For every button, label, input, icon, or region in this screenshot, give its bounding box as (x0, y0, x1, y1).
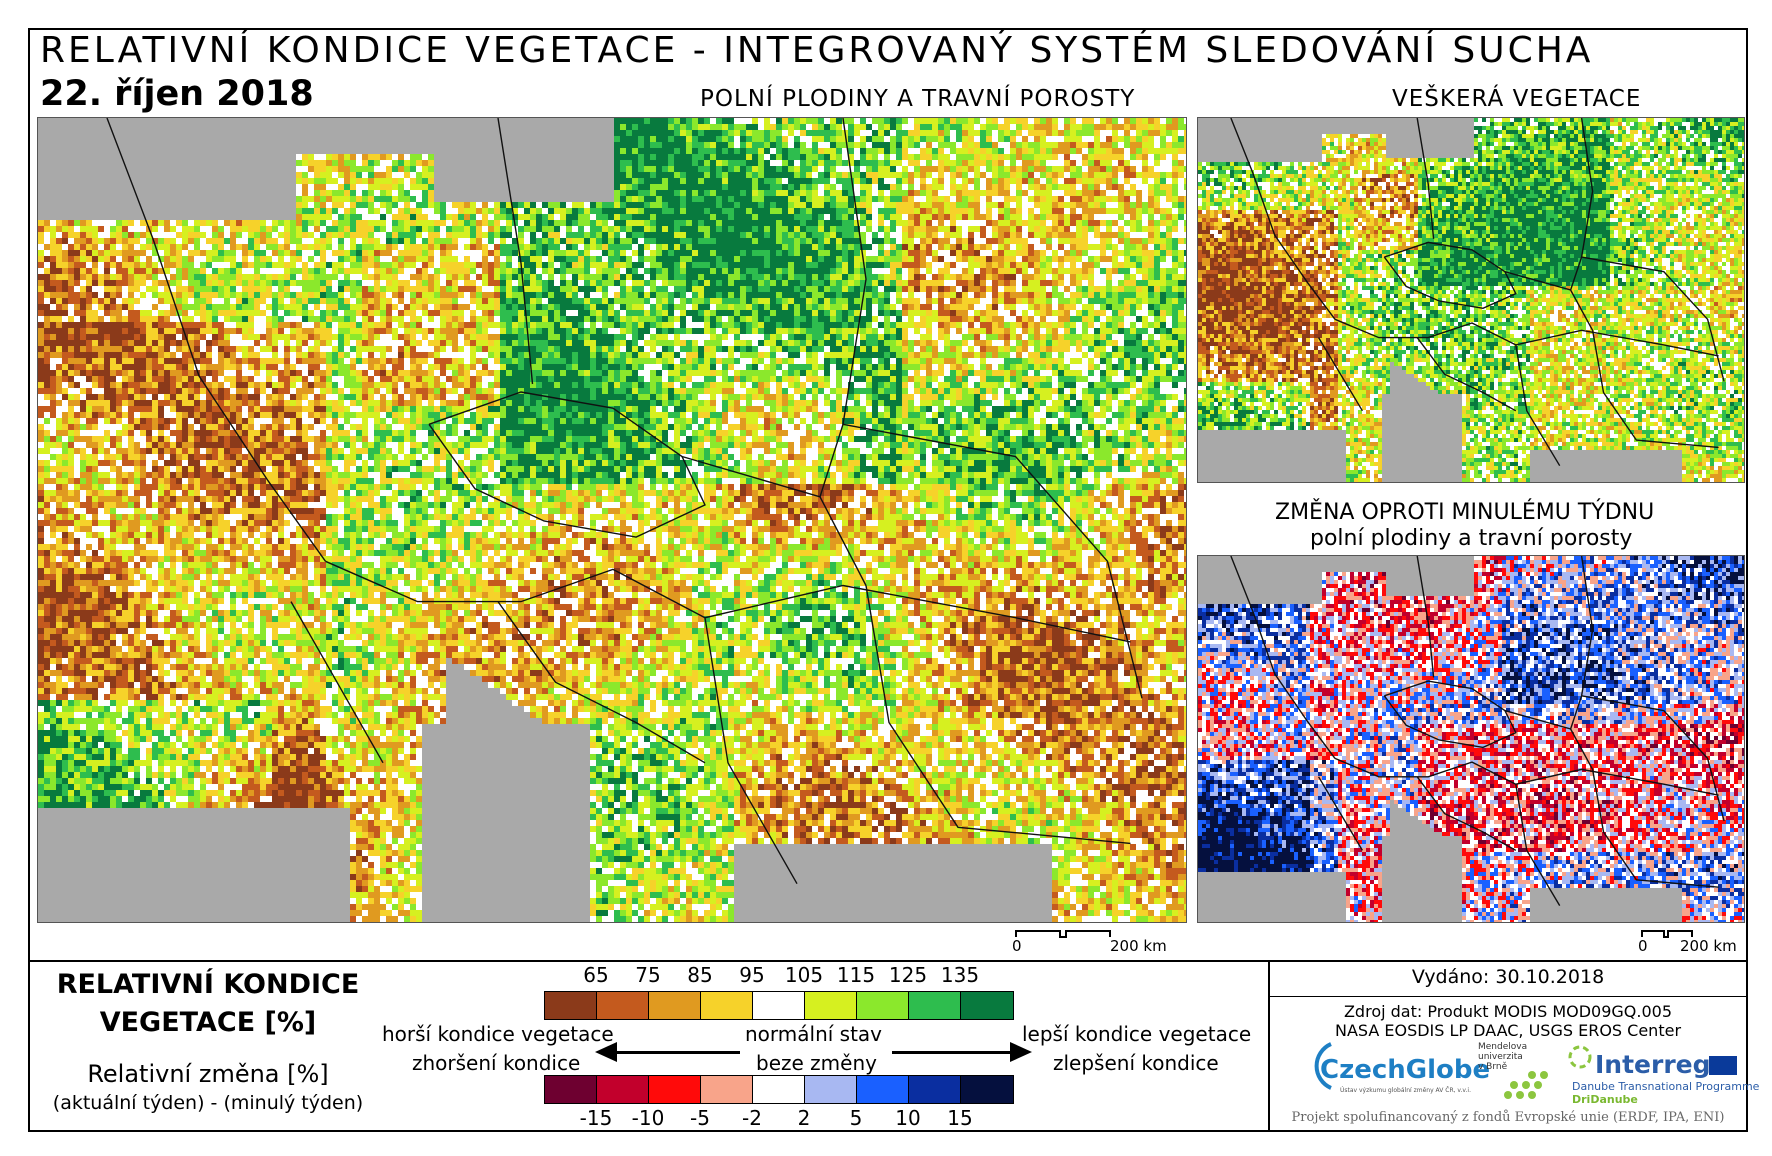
data-source-2: NASA EOSDIS LP DAAC, USGS EROS Center (1270, 1021, 1746, 1040)
issued-separator (1268, 996, 1748, 997)
change-swatch (597, 1076, 649, 1103)
small-scale-label: 200 km (1680, 937, 1737, 955)
change-tick-label: -10 (632, 1106, 665, 1130)
condition-tick-label: 65 (583, 963, 608, 987)
worse-arrow-icon (595, 1042, 617, 1062)
main-scale-bar (1015, 930, 1111, 938)
better-arrow-icon (1010, 1042, 1032, 1062)
change-swatch (805, 1076, 857, 1103)
condition-swatch (909, 992, 961, 1019)
legend-title-line2: VEGETACE [%] (38, 1004, 378, 1042)
report-date: 22. říjen 2018 (40, 74, 314, 114)
mendel-line-2: univerzita (1478, 1052, 1527, 1062)
mendel-line-1: Mendelova (1478, 1042, 1527, 1052)
change-swatch (649, 1076, 701, 1103)
mendel-logo: Mendelova univerzita v Brně (1478, 1042, 1527, 1072)
main-scale-label: 200 km (1110, 937, 1167, 955)
condition-color-scale (544, 991, 1014, 1020)
change-tick-label: -15 (580, 1106, 613, 1130)
change-map-title: ZMĚNA OPROTI MINULÉMU TÝDNU (1275, 500, 1654, 525)
eu-flag-icon (1709, 1056, 1737, 1075)
condition-swatch (701, 992, 753, 1019)
interreg-swirl-icon (1568, 1045, 1592, 1069)
weekly-change-raster (1198, 556, 1744, 922)
condition-swatch (597, 992, 649, 1019)
change-swatch (857, 1076, 909, 1103)
change-color-scale (544, 1075, 1014, 1104)
czechglobe-arc-icon (1314, 1042, 1332, 1090)
condition-swatch (649, 992, 701, 1019)
change-tick-label: 5 (850, 1106, 863, 1130)
main-map-title: POLNÍ PLODINY A TRAVNÍ POROSTY (700, 86, 1135, 112)
worse-change-label: zhoršení kondice (412, 1051, 580, 1075)
legend-separator (28, 960, 1748, 962)
condition-swatch (545, 992, 597, 1019)
condition-tick-label: 125 (889, 963, 927, 987)
small-scale-zero: 0 (1638, 937, 1648, 955)
worse-arrow-line (615, 1051, 740, 1054)
change-tick-label: 15 (947, 1106, 972, 1130)
all-vegetation-title: VEŠKERÁ VEGETACE (1392, 86, 1641, 112)
change-tick-label: 2 (798, 1106, 811, 1130)
change-swatch (753, 1076, 805, 1103)
condition-tick-label: 115 (837, 963, 875, 987)
data-source-1: Zdroj dat: Produkt MODIS MOD09GQ.005 (1270, 1002, 1746, 1021)
no-change-label: beze změny (756, 1051, 877, 1075)
change-tick-label: -5 (690, 1106, 710, 1130)
change-legend-note: (aktuální týden) - (minulý týden) (38, 1092, 378, 1114)
better-arrow-line (892, 1051, 1012, 1054)
czechglobe-subtitle: Ústav výzkumu globální změny AV ČR, v.v.… (1340, 1087, 1471, 1094)
change-tick-label: -2 (742, 1106, 762, 1130)
better-change-label: zlepšení kondice (1053, 1051, 1219, 1075)
better-condition-label: lepší kondice vegetace (1022, 1022, 1251, 1046)
main-scale-zero: 0 (1012, 937, 1022, 955)
change-swatch (545, 1076, 597, 1103)
main-vegetation-map (37, 117, 1187, 923)
all-vegetation-map (1197, 117, 1745, 483)
condition-tick-label: 95 (739, 963, 764, 987)
change-map-subtitle: polní plodiny a travní porosty (1310, 526, 1632, 551)
condition-swatch (857, 992, 909, 1019)
issued-date: Vydáno: 30.10.2018 (1270, 966, 1746, 988)
mendel-line-3: v Brně (1478, 1062, 1527, 1072)
condition-tick-label: 75 (635, 963, 660, 987)
legend-title-line1: RELATIVNÍ KONDICE (38, 966, 378, 1004)
change-tick-label: 10 (895, 1106, 920, 1130)
change-swatch (701, 1076, 753, 1103)
condition-tick-label: 105 (785, 963, 823, 987)
legend-title: RELATIVNÍ KONDICE VEGETACE [%] (38, 966, 378, 1042)
weekly-change-map (1197, 555, 1745, 923)
czechglobe-logo: CzechGlobe (1320, 1055, 1490, 1085)
condition-swatch (753, 992, 805, 1019)
worse-condition-label: horší kondice vegetace (382, 1022, 614, 1046)
info-separator (1268, 960, 1270, 1132)
change-legend-title: Relativní změna [%] (38, 1060, 378, 1088)
condition-tick-label: 135 (941, 963, 979, 987)
interreg-logo: Interreg (1595, 1050, 1711, 1079)
page-title: RELATIVNÍ KONDICE VEGETACE - INTEGROVANÝ… (40, 30, 1593, 71)
mendel-dots-icon (1504, 1071, 1548, 1099)
dridanube-label: DriDanube (1572, 1093, 1638, 1106)
change-swatch (909, 1076, 961, 1103)
condition-swatch (961, 992, 1013, 1019)
all-vegetation-raster (1198, 118, 1744, 482)
small-scale-bar (1641, 930, 1693, 938)
condition-swatch (805, 992, 857, 1019)
eu-funding-footer: Projekt spolufinancovaný z fondů Evropsk… (1270, 1110, 1746, 1125)
interreg-subtitle: Danube Transnational Programme (1572, 1080, 1759, 1093)
change-swatch (961, 1076, 1013, 1103)
normal-state-label: normální stav (745, 1022, 882, 1046)
main-map-raster (38, 118, 1186, 922)
condition-tick-label: 85 (687, 963, 712, 987)
